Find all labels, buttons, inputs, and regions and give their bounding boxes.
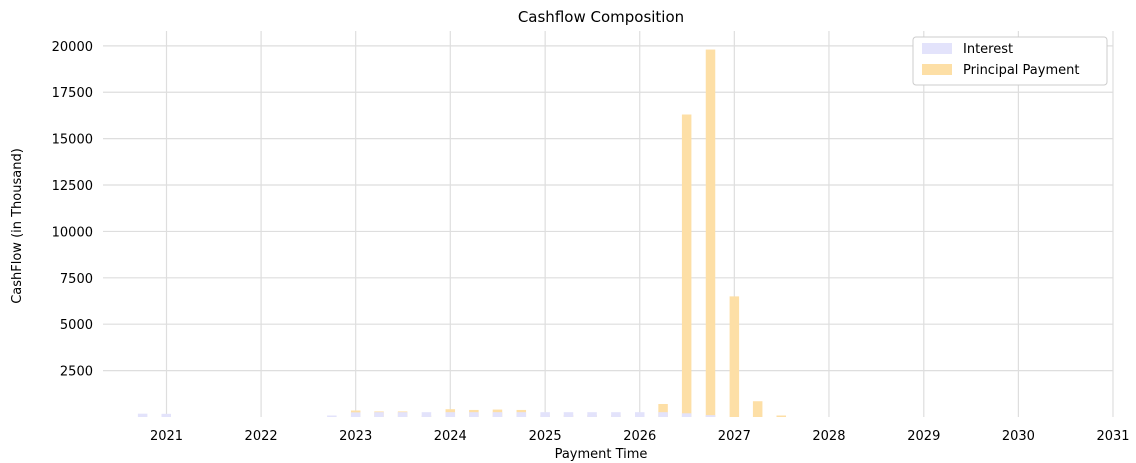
- legend-swatch-interest: [922, 43, 952, 54]
- bar-interest: [327, 415, 337, 417]
- x-tick-label: 2028: [812, 429, 845, 444]
- x-tick-label: 2031: [1096, 429, 1129, 444]
- chart-title: Cashflow Composition: [518, 8, 684, 26]
- y-tick-label: 2500: [60, 365, 93, 380]
- bar-series: [137, 49, 787, 418]
- x-tick-label: 2023: [339, 429, 372, 444]
- bar-interest: [469, 412, 479, 417]
- x-tick-label: 2026: [623, 429, 656, 444]
- y-tick-label: 20000: [52, 40, 93, 55]
- bar-interest: [587, 412, 597, 417]
- y-tick-label: 15000: [52, 133, 93, 148]
- y-tick-label: 17500: [52, 86, 93, 101]
- bar-interest: [161, 413, 171, 417]
- y-tick-label: 12500: [52, 179, 93, 194]
- y-axis-ticks: 2500 5000 7500 10000 12500 15000 17500 20000: [52, 40, 93, 380]
- bar-interest: [445, 412, 456, 417]
- bar-interest: [350, 412, 361, 417]
- x-axis-ticks: 2021 2022 2023 2024 2025 2026 2027 2028 2029 2030…: [150, 429, 1130, 444]
- bar-interest: [658, 412, 668, 417]
- bar-interest: [421, 412, 432, 417]
- bar-principal-payment: [729, 296, 740, 417]
- legend-box: [912, 36, 1108, 86]
- bar-interest: [137, 413, 148, 417]
- bar-principal-payment: [705, 49, 716, 418]
- x-tick-label: 2022: [245, 429, 278, 444]
- bar-principal-payment: [776, 415, 787, 417]
- x-tick-label: 2030: [1002, 429, 1035, 444]
- bar-principal-payment: [752, 401, 763, 417]
- y-axis-label: CashFlow (in Thousand): [10, 148, 25, 304]
- x-tick-label: 2025: [529, 429, 562, 444]
- bar-principal-payment: [681, 114, 692, 417]
- y-tick-label: 10000: [52, 225, 93, 240]
- bar-interest: [516, 412, 527, 417]
- bar-interest: [492, 412, 503, 417]
- legend-label-interest: Interest: [963, 42, 1013, 57]
- y-tick-label: 7500: [60, 272, 93, 287]
- legend: Interest Principal Payment: [912, 36, 1108, 86]
- bar-interest: [540, 412, 550, 417]
- x-axis-label: Payment Time: [555, 447, 648, 462]
- bar-interest: [611, 412, 621, 417]
- bar-principal-payment: [658, 404, 668, 417]
- bar-interest: [634, 412, 645, 417]
- legend-swatch-principal-payment: [922, 64, 952, 75]
- y-tick-label: 5000: [60, 318, 93, 333]
- bar-interest: [705, 415, 716, 417]
- bar-interest: [563, 412, 574, 417]
- x-tick-label: 2027: [718, 429, 751, 444]
- x-tick-label: 2021: [150, 429, 183, 444]
- legend-label-principal-payment: Principal Payment: [963, 63, 1079, 78]
- bar-interest: [374, 412, 384, 417]
- bar-interest: [397, 412, 408, 417]
- bar-interest: [681, 413, 692, 417]
- x-tick-label: 2024: [434, 429, 467, 444]
- grid-lines: [103, 31, 1114, 417]
- x-tick-label: 2029: [907, 429, 940, 444]
